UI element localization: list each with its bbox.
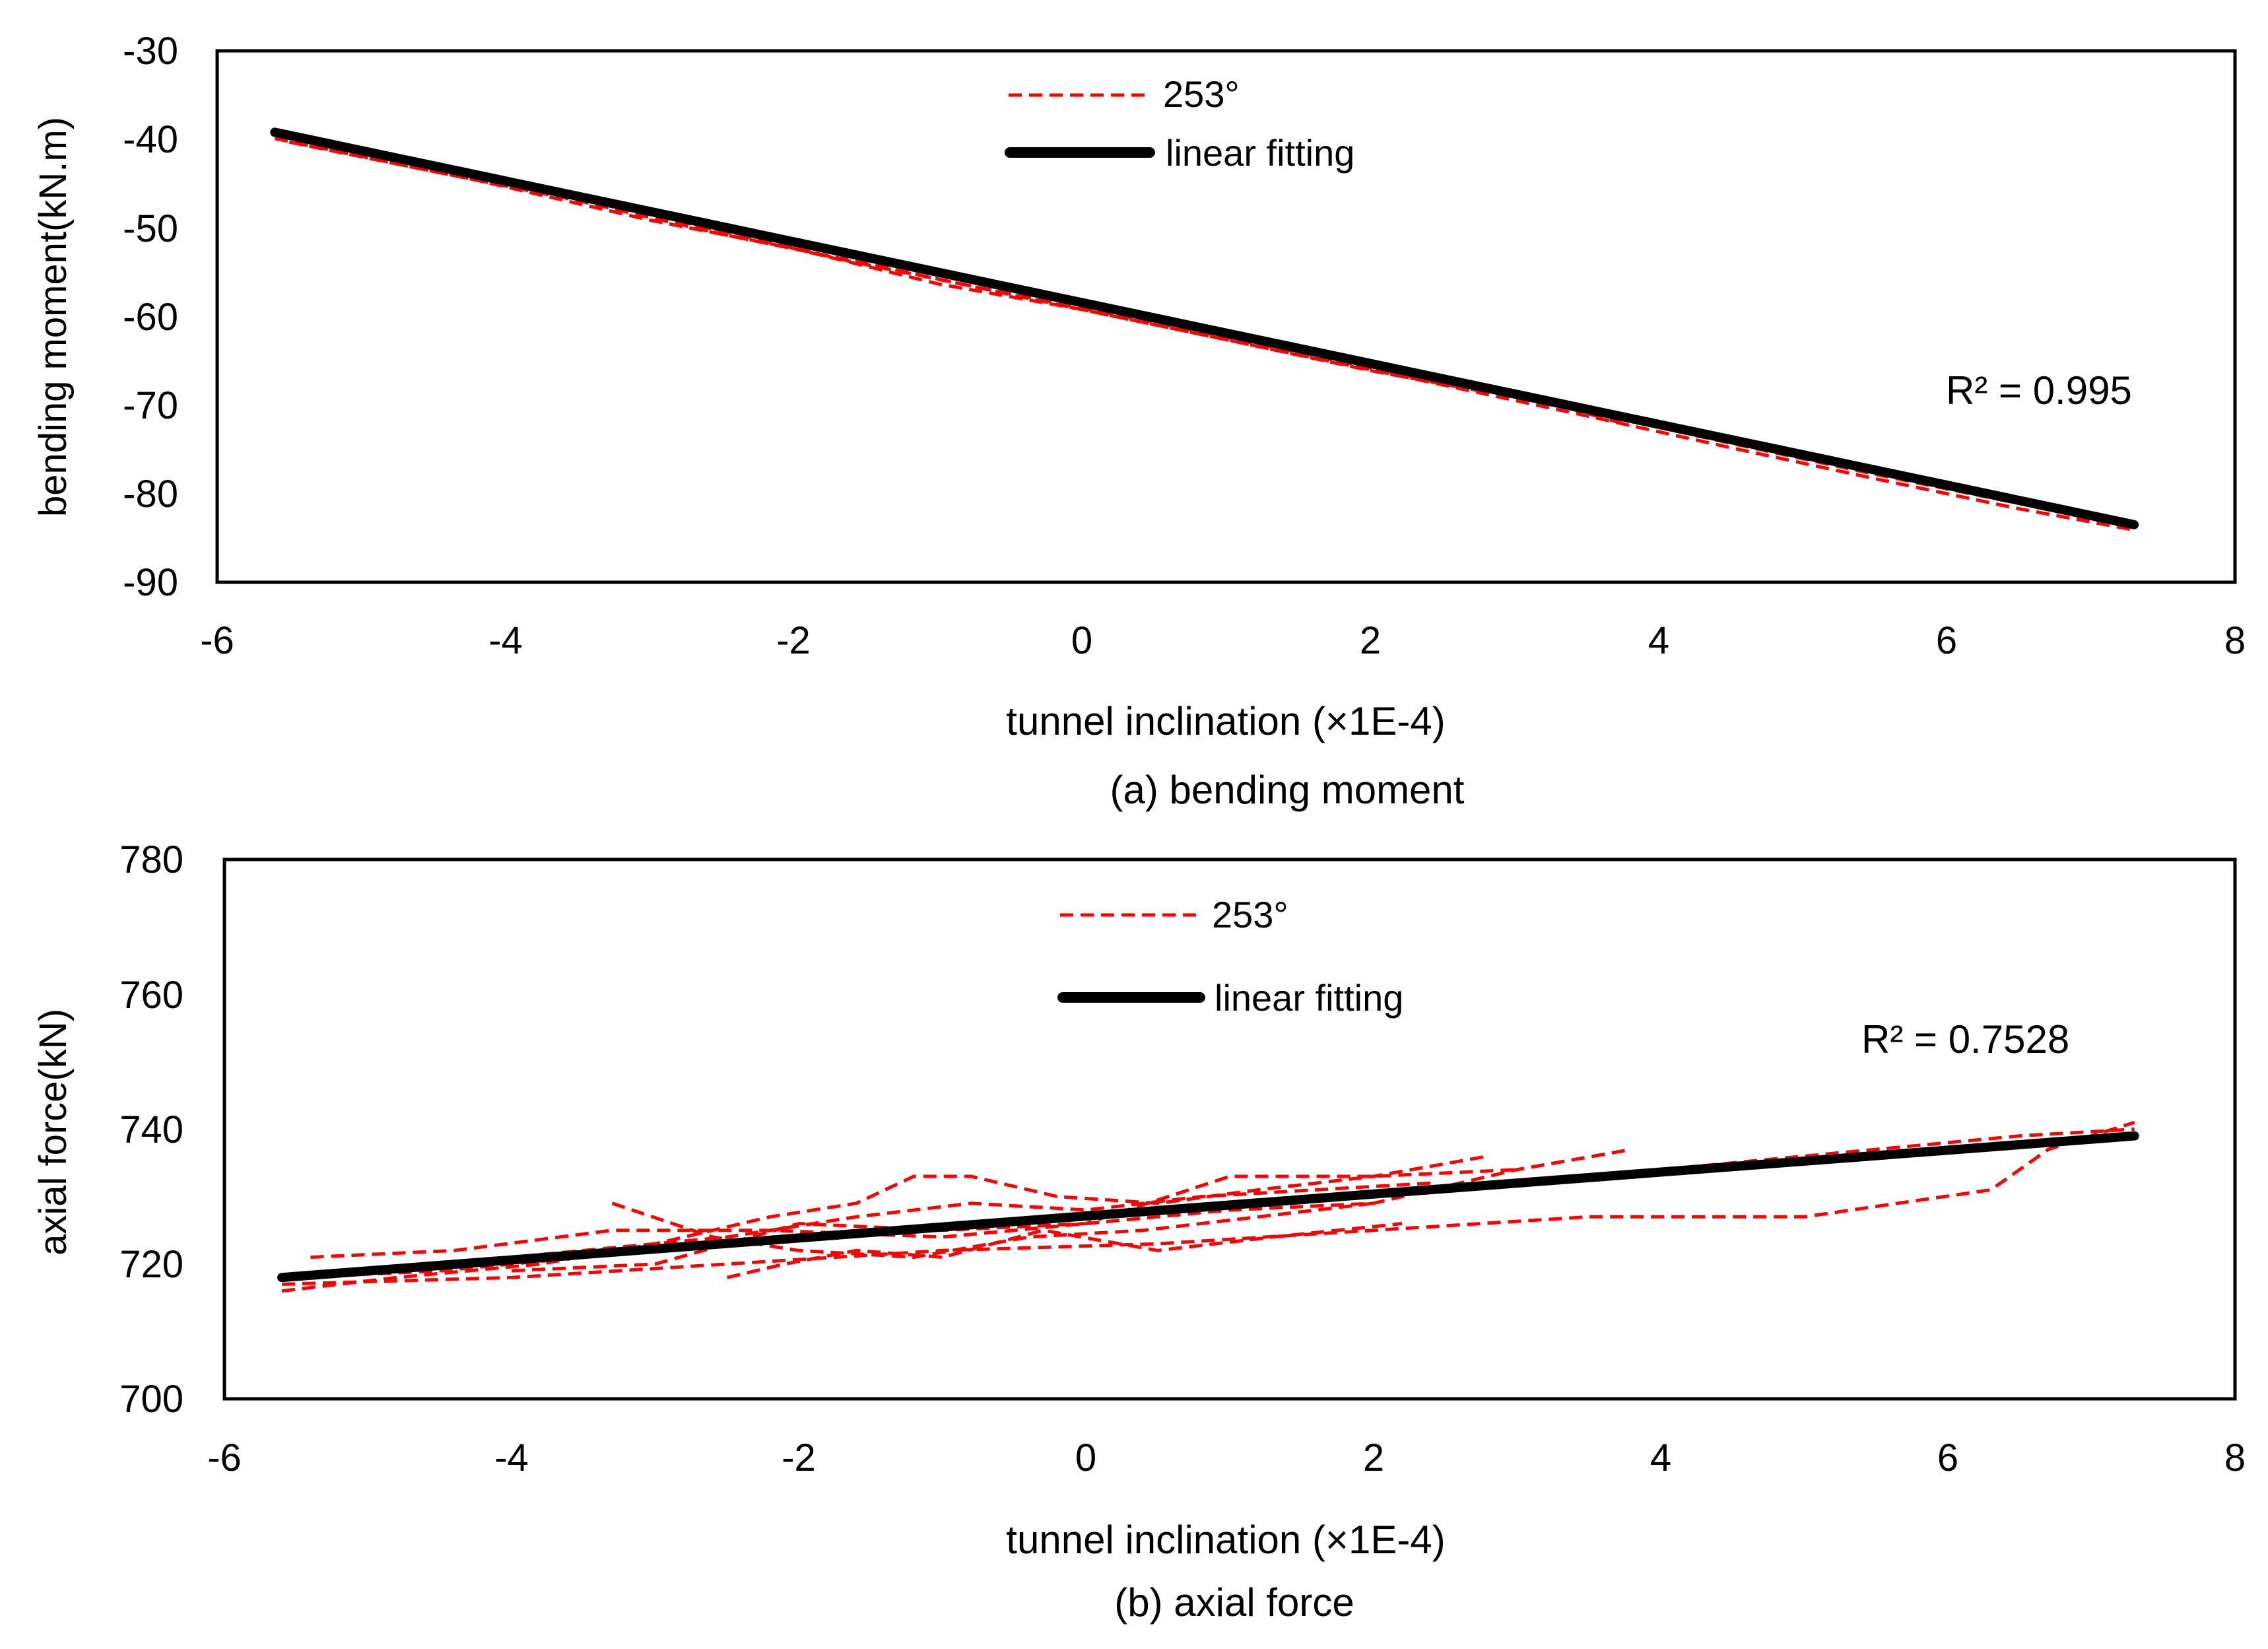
chart-a-xtick: 2 (1360, 619, 1381, 662)
chart-b-series-253-trace (440, 1181, 1431, 1266)
chart-b-series-253-trace (611, 1201, 1374, 1259)
chart-a-xtick: -2 (776, 619, 811, 662)
chart-a-series-253-trace (274, 137, 2135, 532)
chart-a-xtick: -4 (488, 619, 523, 662)
chart-a-series-linear-fitting (270, 127, 2139, 529)
chart-b-r2-annotation: R² = 0.7528 (1861, 1017, 2069, 1061)
chart-a-legend-label-fit: linear fitting (1166, 132, 1354, 174)
chart-b-yticks: 700 720 740 760 780 (119, 838, 183, 1421)
chart-b-ytick: 740 (119, 1108, 183, 1151)
chart-a-legend: 253° linear fitting (1005, 73, 1354, 174)
chart-a-ytick: -30 (123, 30, 178, 73)
chart-b-series-253-trace (281, 1154, 1489, 1293)
chart-b-xtick: 4 (1650, 1436, 1671, 1479)
chart-a-xlabel: tunnel inclination (×1E-4) (1006, 699, 1445, 743)
chart-b-xtick: 8 (2224, 1436, 2246, 1479)
chart-a-ylabel: bending moment(kN.m) (32, 117, 75, 517)
chart-b-caption: (b) axial force (1114, 1580, 1354, 1625)
chart-b-xtick: 2 (1363, 1436, 1384, 1479)
chart-b-xticks: -6 -4 -2 0 2 4 6 8 (207, 1436, 2246, 1479)
chart-b-ylabel: axial force(kN) (32, 1009, 75, 1256)
chart-a-series-253-trace (288, 140, 1486, 393)
chart-b-xtick: -6 (207, 1436, 242, 1479)
chart-a-xtick: 0 (1071, 619, 1092, 662)
chart-b-legend: 253° linear fitting (1057, 894, 1403, 1019)
chart-b-ytick: 780 (119, 838, 183, 881)
chart-a-xtick: 6 (1936, 619, 1957, 662)
chart-b-legend-label-253: 253° (1212, 894, 1288, 935)
chart-a-xtick: 8 (2224, 619, 2246, 662)
chart-b-xtick: 0 (1075, 1436, 1096, 1479)
chart-a-data-layer (270, 127, 2139, 532)
chart-b-xtick: -4 (494, 1436, 529, 1479)
chart-b-xtick: 6 (1937, 1436, 1958, 1479)
chart-a-caption: (a) bending moment (1110, 768, 1465, 812)
chart-b-series-253-trace (511, 1168, 1518, 1273)
chart-a-ytick: -70 (123, 384, 178, 427)
chart-b-series-linear-fitting (277, 1131, 2139, 1283)
chart-b-ytick: 700 (119, 1378, 183, 1421)
chart-b-ytick: 760 (119, 974, 183, 1017)
chart-a-xtick: -6 (200, 619, 234, 662)
chart-a: -6 -4 -2 0 2 4 6 8 -90 -80 -70 -60 -50 -… (32, 30, 2246, 812)
chart-b-series-253-trace (726, 1222, 1403, 1279)
chart-a-xtick: 4 (1648, 619, 1669, 662)
chart-b-legend-label-fit: linear fitting (1215, 977, 1403, 1019)
chart-b-data-layer (277, 1120, 2139, 1293)
chart-a-ytick: -90 (123, 561, 178, 604)
chart-a-ytick: -40 (123, 118, 178, 161)
chart-a-ytick: -60 (123, 296, 178, 339)
chart-a-yticks: -90 -80 -70 -60 -50 -40 -30 (123, 30, 178, 604)
chart-b-ytick: 720 (119, 1243, 183, 1286)
chart-a-series-253-trace (678, 219, 1457, 388)
chart-a-xticks: -6 -4 -2 0 2 4 6 8 (200, 619, 2246, 662)
chart-a-ytick: -80 (123, 473, 178, 516)
chart-b-xtick: -2 (782, 1436, 816, 1479)
chart-b: -6 -4 -2 0 2 4 6 8 700 720 740 760 780 t… (32, 838, 2246, 1625)
chart-a-plot-frame (215, 49, 2237, 584)
chart-b-plot-frame (222, 858, 2237, 1401)
chart-a-ytick: -50 (123, 207, 178, 250)
chart-b-xlabel: tunnel inclination (×1E-4) (1006, 1518, 1445, 1562)
chart-b-series-253-trace (310, 1147, 1632, 1259)
chart-a-r2-annotation: R² = 0.995 (1946, 368, 2132, 413)
chart-b-series-253-trace (281, 1120, 2135, 1286)
chart-a-legend-label-253: 253° (1163, 73, 1240, 115)
